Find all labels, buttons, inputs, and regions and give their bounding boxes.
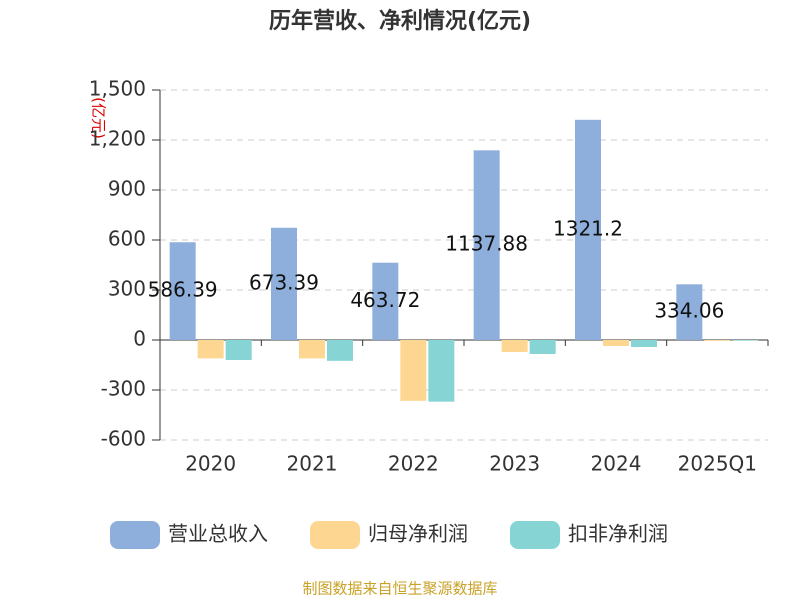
bar xyxy=(529,340,556,354)
bar xyxy=(400,340,427,401)
y-tick-label: 900 xyxy=(108,177,146,201)
y-tick-label: 0 xyxy=(133,327,146,351)
bar xyxy=(704,340,731,341)
bar xyxy=(428,340,455,402)
value-label: 334.06 xyxy=(654,299,724,323)
bar xyxy=(473,150,500,340)
legend-label: 扣非净利润 xyxy=(568,522,668,546)
value-label: 463.72 xyxy=(350,288,420,312)
bar xyxy=(299,340,325,359)
bar xyxy=(501,340,528,352)
bar xyxy=(575,119,601,340)
bar xyxy=(169,242,196,340)
value-label: 1137.88 xyxy=(445,232,528,256)
y-tick-label: -600 xyxy=(101,427,146,451)
x-tick-label: 2024 xyxy=(591,452,642,476)
y-tick-label: 1,200 xyxy=(89,127,146,151)
chart-title: 历年营收、净利情况(亿元) xyxy=(269,8,531,34)
bar xyxy=(327,340,353,361)
x-tick-label: 2025Q1 xyxy=(678,452,757,476)
y-tick-label: 600 xyxy=(108,227,146,251)
footer: 制图数据来自恒生聚源数据库 xyxy=(302,580,497,598)
bar xyxy=(732,340,759,341)
x-tick-label: 2022 xyxy=(388,452,439,476)
value-label: 1321.2 xyxy=(553,216,623,240)
value-label: 586.39 xyxy=(148,278,218,302)
y-tick-label: -300 xyxy=(101,377,146,401)
bar xyxy=(676,284,703,340)
y-axis-label: (亿元) xyxy=(90,97,108,139)
legend-label: 营业总收入 xyxy=(168,522,268,546)
legend-swatch xyxy=(310,521,360,549)
y-tick-label: 300 xyxy=(108,277,146,301)
value-label: 673.39 xyxy=(249,270,319,294)
bar xyxy=(271,227,297,340)
legend-label: 归母净利润 xyxy=(368,522,468,546)
bar xyxy=(197,340,224,359)
bar xyxy=(372,262,399,340)
bar xyxy=(603,340,629,346)
legend-swatch xyxy=(510,521,560,549)
x-tick-label: 2020 xyxy=(185,452,236,476)
y-tick-label: 1,500 xyxy=(89,77,146,101)
bar xyxy=(631,340,657,347)
x-tick-label: 2021 xyxy=(287,452,338,476)
x-tick-label: 2023 xyxy=(489,452,540,476)
bar xyxy=(225,340,252,360)
legend-swatch xyxy=(110,521,160,549)
